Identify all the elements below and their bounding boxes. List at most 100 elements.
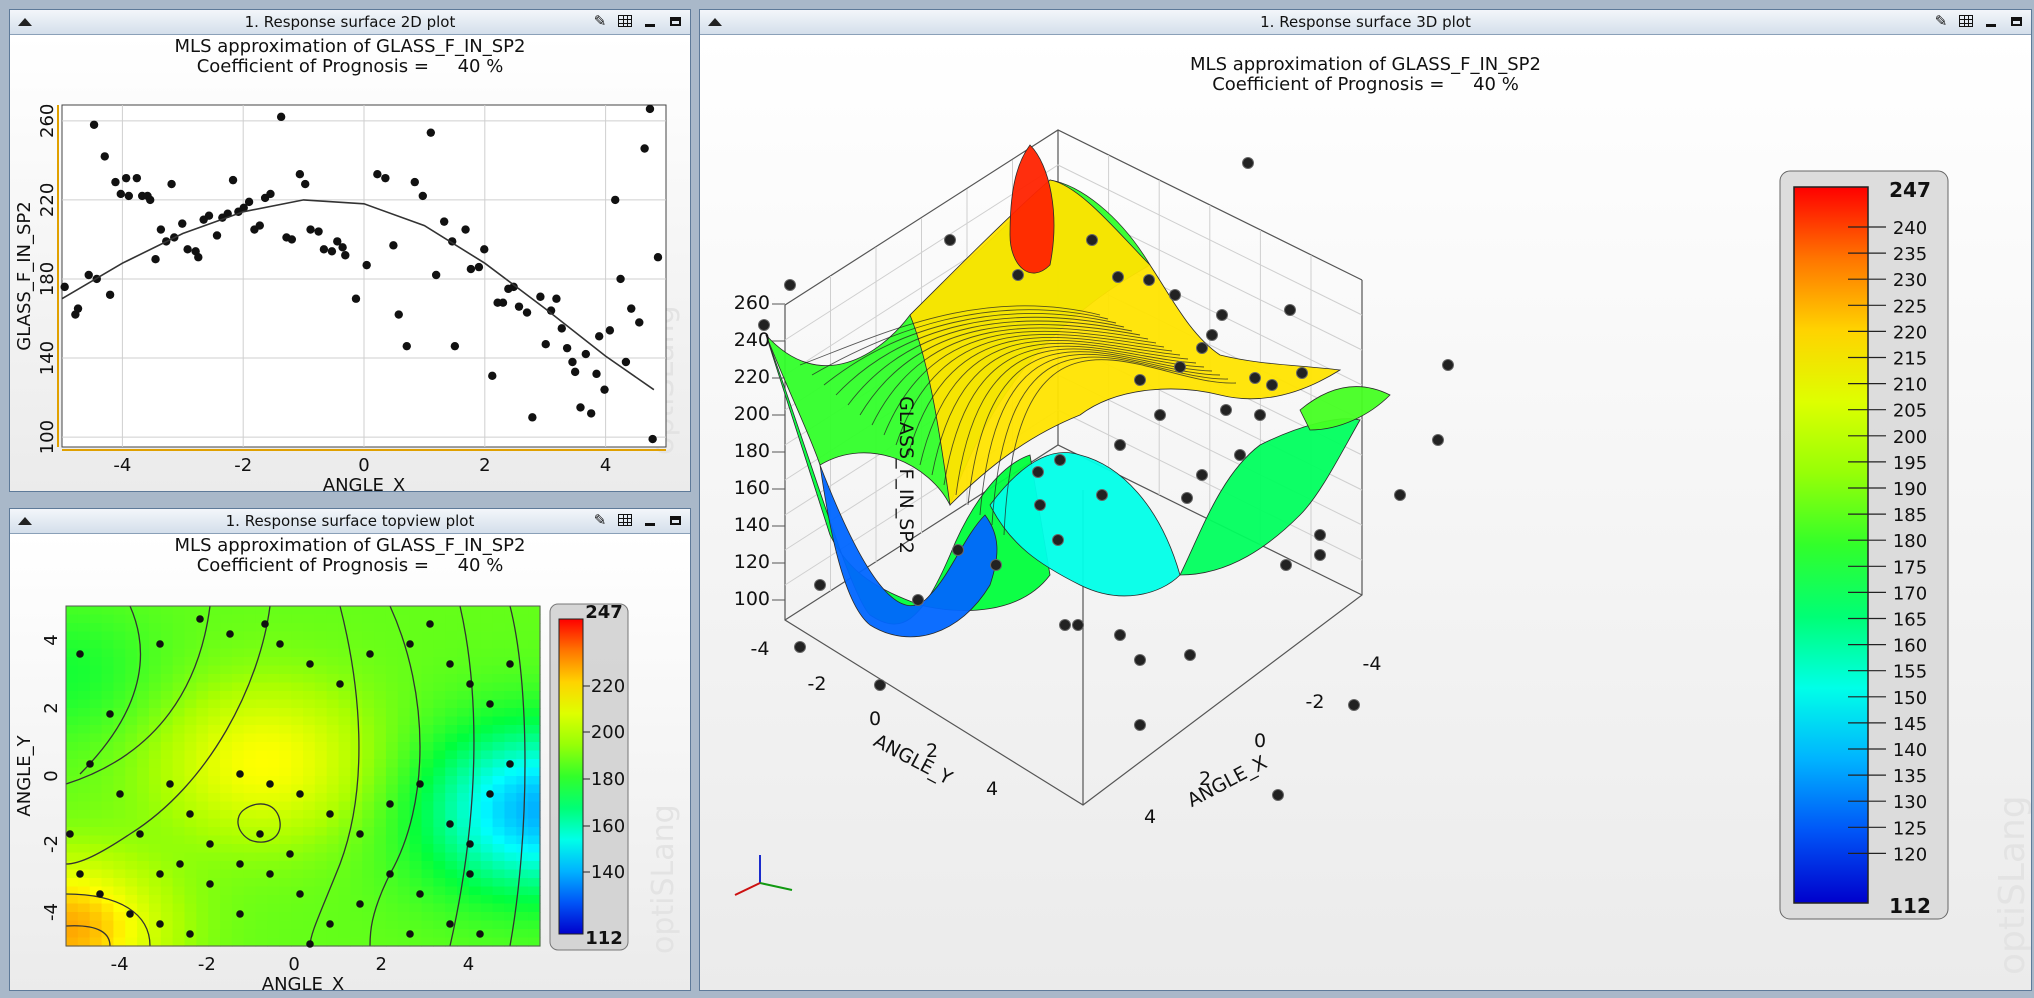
surface-3d-chart[interactable]: 100120140160180200220240260GLASS_F_IN_SP… bbox=[700, 35, 2031, 990]
heatmap-cell bbox=[137, 716, 150, 726]
heatmap-cell bbox=[362, 750, 375, 760]
heatmap-cell bbox=[326, 674, 340, 684]
heatmap-cell bbox=[445, 827, 458, 837]
heatmap-cell bbox=[338, 699, 351, 709]
heatmap-cell bbox=[480, 767, 494, 777]
minimize-icon[interactable] bbox=[641, 511, 659, 529]
heatmap-cell bbox=[504, 886, 517, 896]
heatmap-cell bbox=[220, 835, 233, 845]
maximize-icon[interactable] bbox=[666, 12, 684, 30]
heatmap-cell bbox=[137, 886, 150, 896]
grid-icon[interactable] bbox=[616, 12, 634, 30]
pin-icon[interactable]: ✎ bbox=[593, 511, 607, 529]
pin-icon[interactable]: ✎ bbox=[593, 12, 607, 30]
heatmap-cell bbox=[326, 793, 340, 803]
heatmap-cell bbox=[303, 733, 316, 743]
data-point bbox=[236, 860, 244, 868]
heatmap-cell bbox=[350, 886, 363, 896]
panel-titlebar[interactable]: 1. Response surface topview plot ✎ bbox=[10, 509, 690, 534]
heatmap-cell bbox=[480, 920, 494, 930]
colorbar-max-label: 247 bbox=[1889, 178, 1931, 202]
heatmap-cell bbox=[184, 733, 197, 743]
heatmap-cell bbox=[101, 861, 114, 871]
y-axis-label: ANGLE_Y bbox=[870, 730, 956, 790]
minimize-icon[interactable] bbox=[641, 12, 659, 30]
heatmap-cell bbox=[255, 750, 269, 760]
heatmap-cell bbox=[433, 920, 446, 930]
heatmap-cell bbox=[148, 810, 162, 820]
heatmap-cell bbox=[113, 631, 126, 641]
x-tick-label: 0 bbox=[288, 954, 299, 975]
heatmap-cell bbox=[220, 818, 233, 828]
heatmap-cell bbox=[326, 657, 340, 667]
data-point bbox=[338, 243, 347, 252]
heatmap-cell bbox=[468, 631, 482, 641]
collapse-arrow-icon[interactable] bbox=[708, 18, 722, 26]
heatmap-cell bbox=[528, 827, 541, 837]
heatmap-cell bbox=[231, 674, 245, 684]
heatmap-cell bbox=[160, 657, 174, 667]
panel-titlebar[interactable]: 1. Response surface 3D plot ✎ bbox=[700, 10, 2031, 35]
plot-area: MLS approximation of GLASS_F_IN_SP2 Coef… bbox=[10, 534, 690, 990]
heatmap-cell bbox=[208, 631, 221, 641]
collapse-arrow-icon[interactable] bbox=[18, 517, 32, 525]
heatmap-cell bbox=[492, 886, 506, 896]
heatmap-cell bbox=[362, 937, 375, 947]
heatmap-cell bbox=[314, 699, 328, 709]
grid-icon[interactable] bbox=[616, 511, 634, 529]
heatmap-cell bbox=[208, 640, 221, 650]
heatmap-cell bbox=[397, 869, 411, 879]
heatmap-cell bbox=[243, 937, 257, 947]
heatmap-cell bbox=[397, 844, 411, 854]
maximize-icon[interactable] bbox=[2007, 12, 2025, 30]
heatmap-cell bbox=[480, 818, 494, 828]
heatmap-cell bbox=[374, 886, 387, 896]
heatmap-cell bbox=[148, 827, 162, 837]
heatmap-cell bbox=[326, 648, 340, 658]
pin-icon[interactable]: ✎ bbox=[1934, 12, 1948, 30]
heatmap-cell bbox=[528, 742, 541, 752]
heatmap-cell bbox=[314, 895, 328, 905]
data-point bbox=[794, 641, 806, 653]
heatmap-cell bbox=[516, 606, 529, 616]
heatmap-cell bbox=[172, 708, 186, 718]
heatmap-cell bbox=[303, 640, 316, 650]
surface-contour bbox=[919, 340, 1181, 466]
data-point bbox=[1112, 271, 1124, 283]
heatmap-cell bbox=[492, 861, 506, 871]
heatmap-cell bbox=[243, 784, 257, 794]
heatmap-cell bbox=[374, 793, 387, 803]
heatmap-cell bbox=[528, 750, 541, 760]
data-point bbox=[627, 304, 636, 313]
minimize-icon[interactable] bbox=[1982, 12, 2000, 30]
colorbar-tick-label: 160 bbox=[1893, 636, 1927, 657]
grid-icon[interactable] bbox=[1957, 12, 1975, 30]
heatmap-cell bbox=[362, 759, 375, 769]
heatmap-cell bbox=[231, 878, 245, 888]
surface-contour bbox=[883, 330, 1157, 436]
heatmap-cell bbox=[77, 682, 91, 692]
heatmap-cell bbox=[314, 750, 328, 760]
heatmap-cell bbox=[338, 725, 351, 735]
plot-heading: MLS approximation of GLASS_F_IN_SP2 Coef… bbox=[10, 37, 690, 77]
colorbar-tick-label: 240 bbox=[1893, 218, 1927, 239]
heatmap-cell bbox=[125, 827, 138, 837]
collapse-arrow-icon[interactable] bbox=[18, 18, 32, 26]
heatmap-cell bbox=[101, 759, 114, 769]
heatmap-cell bbox=[314, 844, 328, 854]
heatmap-cell bbox=[148, 852, 162, 862]
heatmap-cell bbox=[445, 614, 458, 624]
heatmap-cell bbox=[77, 648, 91, 658]
heatmap-cell bbox=[279, 835, 292, 845]
data-point bbox=[1032, 466, 1044, 478]
heatmap-cell bbox=[243, 725, 257, 735]
heatmap-cell bbox=[113, 886, 126, 896]
heatmap-cell bbox=[421, 920, 434, 930]
heatmap-cell bbox=[231, 682, 245, 692]
heatmap-cell bbox=[267, 606, 280, 616]
x-tick-label: 4 bbox=[600, 455, 611, 476]
heatmap-cell bbox=[338, 631, 351, 641]
heatmap-cell bbox=[468, 852, 482, 862]
panel-titlebar[interactable]: 1. Response surface 2D plot ✎ bbox=[10, 10, 690, 35]
maximize-icon[interactable] bbox=[666, 511, 684, 529]
